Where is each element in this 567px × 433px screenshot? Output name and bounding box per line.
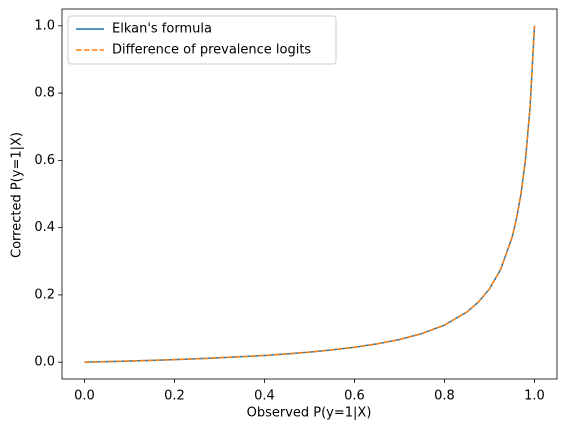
line-series	[84, 25, 536, 363]
y-tick-label: 0.4	[34, 220, 55, 235]
x-tick-label: 1.0	[524, 389, 545, 404]
x-axis-label: Observed P(y=1|X)	[247, 406, 372, 421]
x-tick-label: 0.0	[74, 389, 95, 404]
y-tick-label: 0.2	[34, 287, 55, 302]
y-tick-label: 0.8	[34, 86, 55, 101]
legend-label: Difference of prevalence logits	[112, 43, 311, 58]
y-tick-label: 1.0	[34, 18, 55, 33]
x-tick-label: 0.6	[344, 389, 365, 404]
y-tick-label: 0.6	[34, 153, 55, 168]
legend-label: Elkan's formula	[112, 22, 212, 37]
plot-frame	[61, 8, 558, 380]
y-axis-label: Corrected P(y=1|X)	[10, 132, 25, 258]
y-tick-label: 0.0	[34, 355, 55, 370]
x-tick-label: 0.2	[164, 389, 185, 404]
legend-box	[67, 15, 337, 65]
x-tick-label: 0.8	[434, 389, 455, 404]
x-tick-label: 0.4	[254, 389, 275, 404]
